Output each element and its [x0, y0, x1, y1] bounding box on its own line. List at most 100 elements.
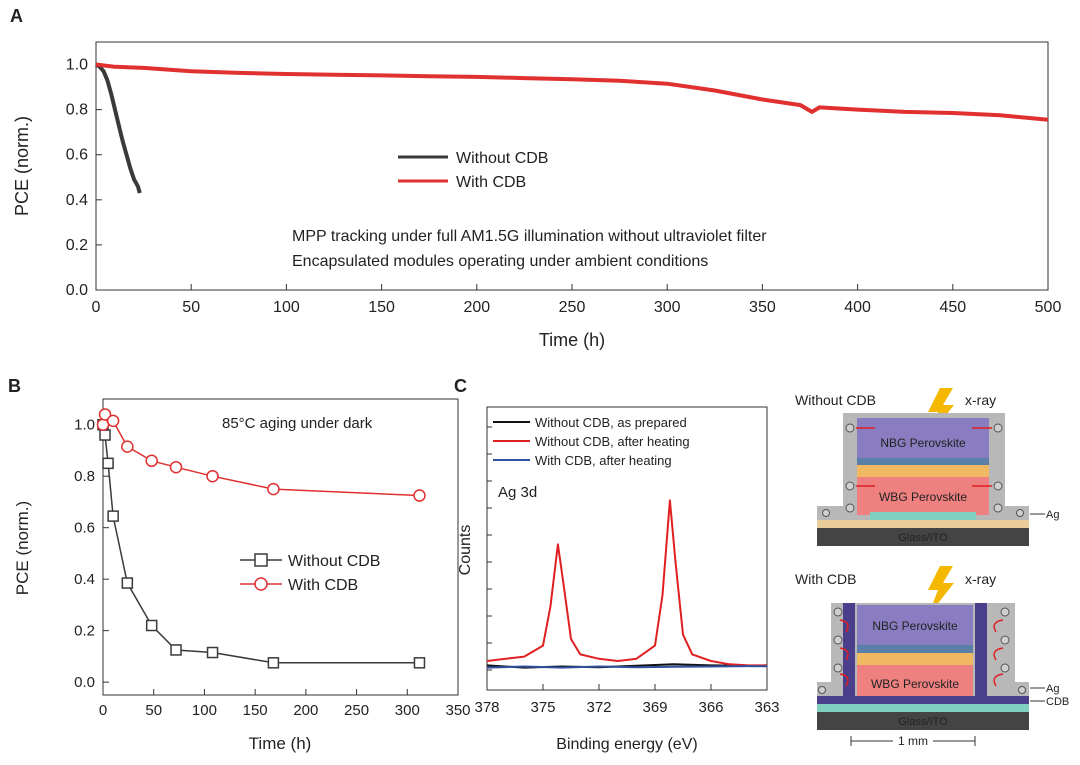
chart-a-x-tick-label: 500: [1035, 299, 1062, 316]
chart-c-x-tick-label: 366: [698, 699, 723, 716]
glass-ito-label: Glass/ITO: [898, 532, 948, 544]
chart-c-x-tick-label: 375: [530, 699, 555, 716]
chart-a-y-tick-label: 0.4: [66, 192, 88, 209]
chart-c: 378 375 372 369 366 363 Binding energy (eV) C…: [457, 406, 780, 753]
chart-b-x-axis-label: Time (h): [249, 734, 312, 753]
chart-b-point-square: [99, 429, 111, 441]
chart-a-legend: Without CDB With CDB: [398, 150, 548, 191]
chart-a-x-tick-label: 250: [559, 299, 586, 316]
chart-b-legend: Without CDB With CDB: [240, 553, 380, 594]
chart-b-point-circle: [145, 454, 158, 468]
chart-b-point-circle: [206, 469, 219, 483]
chart-a-x-tick-label: 400: [844, 299, 871, 316]
schematic-bottom-source: x-ray: [965, 571, 996, 587]
legend-label-without-cdb-b: Without CDB: [288, 553, 380, 570]
recombination-layer: [870, 512, 976, 520]
scale-bar-label: 1 mm: [898, 734, 928, 748]
chart-c-series-line-1: [486, 499, 767, 667]
chart-c-x-axis-label: Binding energy (eV): [556, 736, 697, 753]
chart-b-x-tick-label: 50: [145, 702, 162, 719]
chart-b-series: [96, 408, 426, 669]
panel-letter-a: A: [10, 6, 23, 26]
chart-b-frame: [102, 398, 459, 696]
chart-b-axes: 0 50 100 150 200 250 300 350 0.0 0.2 0.4 0.6 0.8 1.0: [74, 417, 470, 719]
chart-b-y-tick-label: 0.6: [74, 520, 95, 537]
chart-a-series-line-0: [94, 62, 142, 194]
chart-a-x-tick-label: 0: [92, 299, 101, 316]
chart-a-x-tick-label: 450: [939, 299, 966, 316]
cdb-base: [817, 696, 1029, 704]
ito-stripe-bottom: [817, 704, 1029, 712]
cdb-wall-left: [843, 603, 855, 703]
ito-stripe: [817, 520, 1029, 528]
chart-c-y-axis-label: Counts: [457, 525, 474, 576]
chart-b-annotation: 85°C aging under dark: [222, 415, 373, 432]
chart-c-x-tick-label: 372: [586, 699, 611, 716]
glass-ito-layer-bottom: [817, 712, 1029, 730]
nbg-label: NBG Perovskite: [880, 436, 966, 450]
chart-b-point-square: [413, 657, 426, 669]
chart-b-x-tick-label: 150: [243, 702, 268, 719]
chart-a-x-tick-label: 150: [368, 299, 395, 316]
chart-b-point-square: [145, 619, 158, 632]
chart-c-annotation: Ag 3d: [498, 484, 537, 501]
schematic-without-cdb: Without CDB x-ray Glass/ITO NBG Perovski…: [795, 388, 1059, 546]
nbg-layer: [857, 418, 989, 458]
wbg-layer: [857, 477, 989, 515]
chart-b-point-square: [170, 644, 182, 656]
ag-label-bottom: Ag: [1046, 683, 1059, 695]
diffusion-arrows-top: [856, 427, 992, 487]
legend-label-without-cdb: Without CDB: [456, 150, 548, 167]
cdb-wall-right: [975, 603, 987, 703]
chart-b-point-square: [206, 646, 219, 659]
chart-b-point-circle: [96, 418, 110, 431]
chart-b-x-tick-label: 300: [395, 702, 420, 719]
wbg-layer-bottom: [857, 665, 973, 696]
interlayer-orange: [857, 465, 989, 477]
chart-b-y-tick-label: 0.0: [74, 674, 95, 691]
glass-ito-layer: [817, 528, 1029, 546]
chart-b-point-square: [107, 510, 119, 522]
chart-b-point-circle: [121, 440, 134, 453]
chart-b-y-tick-label: 0.8: [74, 468, 95, 485]
chart-b-x-tick-label: 100: [192, 702, 217, 719]
chart-a-y-tick-label: 0.2: [66, 237, 88, 254]
chart-a-y-tick-label: 1.0: [66, 57, 88, 74]
chart-a-x-tick-label: 200: [463, 299, 490, 316]
legend-label-as-prepared: Without CDB, as prepared: [535, 415, 687, 430]
chart-a-x-tick-label: 350: [749, 299, 776, 316]
chart-a-y-tick-label: 0.6: [66, 147, 88, 164]
chart-b-point-circle: [98, 408, 112, 421]
chart-a-x-tick-label: 50: [182, 299, 200, 316]
cdb-label: CDB: [1046, 696, 1069, 708]
schematic-bottom-title: With CDB: [795, 571, 856, 587]
wbg-label: WBG Perovskite: [879, 490, 967, 504]
schematic-top-title: Without CDB: [795, 392, 876, 408]
chart-b-point-circle: [267, 482, 280, 496]
chart-b-x-tick-label: 200: [293, 702, 318, 719]
chart-c-legend: Without CDB, as prepared Without CDB, af…: [493, 415, 690, 468]
chart-b-series-line-0: [102, 424, 420, 664]
chart-a-y-tick-label: 0.0: [66, 282, 88, 299]
legend-label-with-cdb: With CDB: [456, 174, 526, 191]
chart-a-annotation-1: MPP tracking under full AM1.5G illuminat…: [292, 228, 767, 245]
ag-particles-top: [822, 423, 1024, 517]
chart-a-y-axis-label: PCE (norm.): [12, 116, 32, 216]
chart-b-x-tick-label: 0: [99, 702, 107, 719]
interlayer-blue-bottom: [857, 645, 973, 653]
chart-c-frame: [486, 406, 768, 691]
chart-c-series: [486, 499, 768, 669]
chart-b-y-tick-label: 0.2: [74, 623, 95, 640]
chart-b-x-tick-label: 350: [445, 702, 470, 719]
chart-a-annotation-2: Encapsulated modules operating under amb…: [292, 253, 708, 270]
chart-c-x-tick-label: 363: [754, 699, 779, 716]
chart-b-y-axis-label: PCE (norm.): [13, 501, 32, 595]
panel-letter-b: B: [8, 376, 21, 396]
chart-a: 0 50 100 150 200 250 300 350 400 450 500 0.0 0.2 0.4 0…: [12, 41, 1062, 350]
chart-b: 0 50 100 150 200 250 300 3500.00.20.40.60.81.0 …: [13, 398, 471, 753]
schematic-with-cdb: With CDB x-ray Glass/ITO NBG Perovskite …: [795, 566, 1069, 748]
chart-c-x-tick-label: 378: [474, 699, 499, 716]
legend-label-with-cdb-heating: With CDB, after heating: [535, 453, 672, 468]
chart-c-series-line-2: [486, 665, 768, 669]
ag-label-top: Ag: [1046, 509, 1059, 521]
